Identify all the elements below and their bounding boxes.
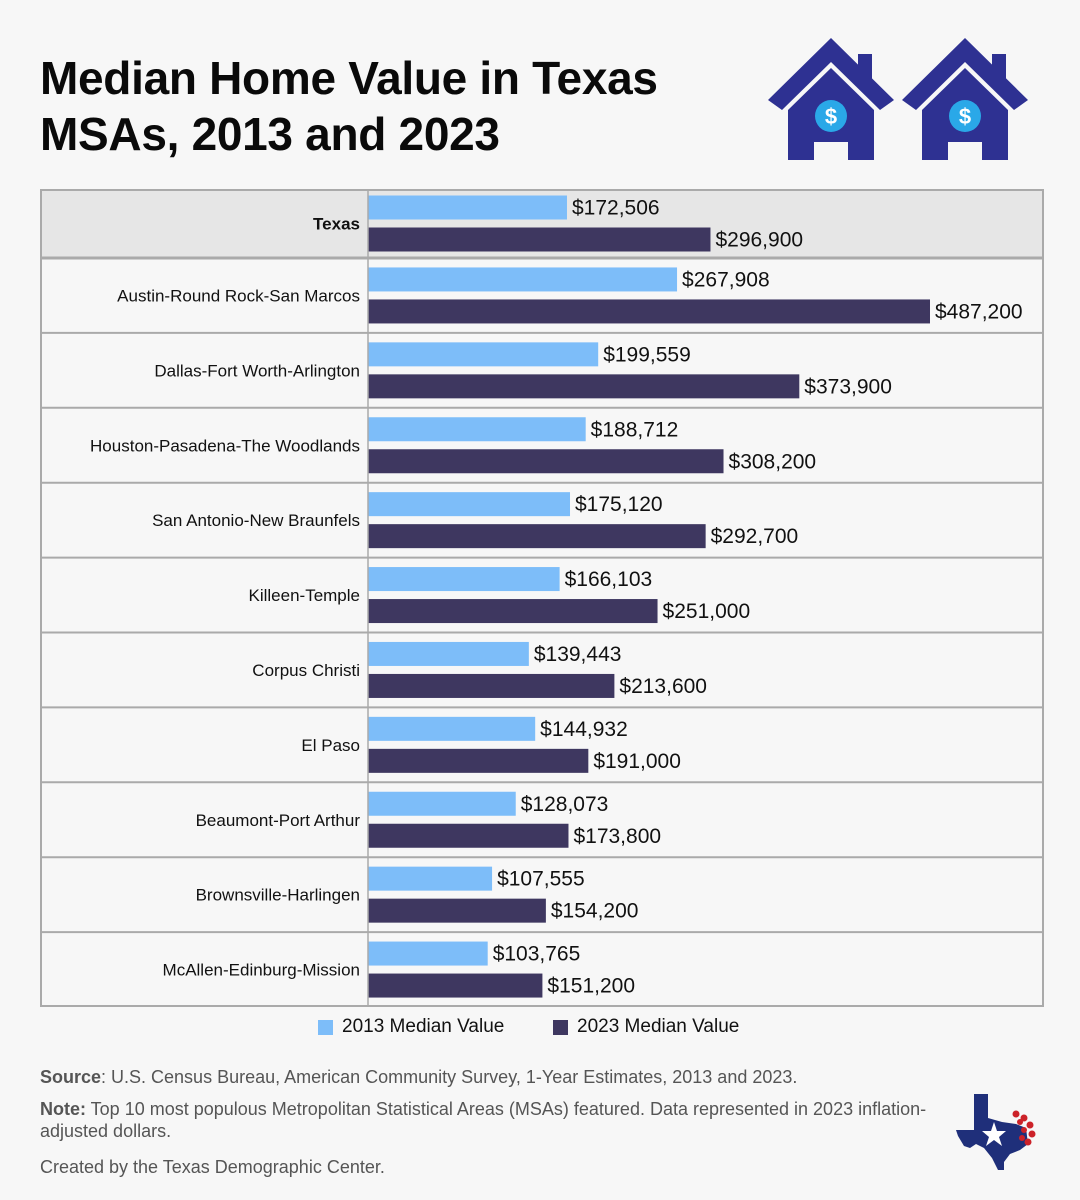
table-grid	[40, 189, 1044, 1007]
bar-2013-houston-pasadena-the-woodlands	[368, 417, 586, 442]
value-label-2023-texas: $296,900	[715, 229, 803, 252]
house-icons: $ $	[768, 38, 1028, 160]
value-label-2023-killeen-temple: $251,000	[663, 600, 751, 623]
bars	[368, 195, 930, 998]
note-text: Top 10 most populous Metropolitan Statis…	[40, 1099, 927, 1141]
dollar-sign: $	[959, 104, 971, 129]
category-label-corpus-christi: Corpus Christi	[252, 661, 360, 680]
value-label-2023-san-antonio-new-braunfels: $292,700	[711, 525, 799, 548]
bar-2023-dallas-fort-worth-arlington	[368, 374, 800, 399]
bar-2013-killeen-temple	[368, 567, 560, 592]
legend-item-2013: 2013 Median Value	[318, 1016, 504, 1038]
credit-line: Created by the Texas Demographic Center.	[40, 1157, 385, 1177]
value-label-2023-corpus-christi: $213,600	[619, 675, 707, 698]
bar-2013-austin-round-rock-san-marcos	[368, 267, 678, 292]
bar-2013-dallas-fort-worth-arlington	[368, 342, 599, 367]
house-dollar-icon: $	[902, 38, 1028, 160]
bar-2013-texas	[368, 195, 567, 220]
legend-label-2013: 2013 Median Value	[342, 1016, 505, 1037]
value-label-2013-el-paso: $144,932	[540, 718, 628, 741]
category-label-beaumont-port-arthur: Beaumont-Port Arthur	[196, 811, 361, 830]
methodology-note: Note: Top 10 most populous Metropolitan …	[40, 1098, 940, 1142]
value-label-2013-houston-pasadena-the-woodlands: $188,712	[591, 418, 679, 441]
value-label-2023-austin-round-rock-san-marcos: $487,200	[935, 300, 1023, 323]
star-icon	[982, 1122, 1006, 1146]
source-label: Source	[40, 1067, 102, 1087]
category-labels: Texas Austin-Round Rock-San Marcos Dallas-…	[90, 215, 360, 980]
category-label-texas: Texas	[313, 215, 360, 234]
value-label-2023-dallas-fort-worth-arlington: $373,900	[804, 375, 892, 398]
value-label-2013-dallas-fort-worth-arlington: $199,559	[603, 343, 691, 366]
dollar-coin	[949, 100, 981, 132]
category-label-san-antonio-new-braunfels: San Antonio-New Braunfels	[152, 511, 360, 530]
legend-swatch-2023	[553, 1019, 568, 1035]
value-label-2013-austin-round-rock-san-marcos: $267,908	[682, 268, 770, 291]
bar-2023-san-antonio-new-braunfels	[368, 524, 706, 549]
value-label-2023-houston-pasadena-the-woodlands: $308,200	[729, 450, 817, 473]
bar-2023-el-paso	[368, 748, 589, 773]
value-label-2023-beaumont-port-arthur: $173,800	[573, 825, 661, 848]
house-roof	[768, 38, 894, 110]
bar-2013-corpus-christi	[368, 641, 529, 666]
value-label-2023-mcallen-edinburg-mission: $151,200	[547, 975, 635, 998]
value-label-2013-san-antonio-new-braunfels: $175,120	[575, 493, 663, 516]
bar-2023-mcallen-edinburg-mission	[368, 973, 543, 998]
dollar-sign: $	[825, 104, 837, 129]
source-text: : U.S. Census Bureau, American Community…	[101, 1067, 798, 1087]
house-chimney	[992, 54, 1006, 84]
house-roof	[902, 38, 1028, 110]
bar-2013-el-paso	[368, 716, 536, 741]
value-labels: $172,506 $296,900 $267,908 $487,200 $199,559…	[493, 197, 1023, 998]
note-label: Note:	[40, 1099, 86, 1119]
dollar-coin	[815, 100, 847, 132]
value-label-2013-brownsville-harlingen: $107,555	[497, 868, 585, 891]
legend-label-2023: 2023 Median Value	[577, 1016, 740, 1037]
value-label-2023-brownsville-harlingen: $154,200	[551, 900, 639, 923]
category-label-mcallen-edinburg-mission: McAllen-Edinburg-Mission	[163, 961, 360, 980]
house-chimney	[858, 54, 872, 84]
house-dollar-icon: $	[768, 38, 894, 160]
people-dots-icon	[1012, 1110, 1036, 1146]
value-label-2013-texas: $172,506	[572, 197, 660, 220]
texas-demographic-center-logo	[956, 1094, 1036, 1170]
legend-swatch-2013	[318, 1019, 333, 1035]
bar-2023-houston-pasadena-the-woodlands	[368, 449, 724, 474]
category-label-dallas-fort-worth-arlington: Dallas-Fort Worth-Arlington	[154, 361, 360, 380]
value-label-2023-el-paso: $191,000	[593, 750, 681, 773]
source-note: Source: U.S. Census Bureau, American Com…	[40, 1066, 1000, 1088]
category-label-el-paso: El Paso	[301, 736, 360, 755]
bar-2023-beaumont-port-arthur	[368, 823, 569, 848]
bar-2023-texas	[368, 227, 711, 252]
bar-2023-corpus-christi	[368, 673, 615, 698]
bar-2023-austin-round-rock-san-marcos	[368, 299, 930, 324]
legend-item-2023: 2023 Median Value	[553, 1016, 739, 1038]
category-label-killeen-temple: Killeen-Temple	[249, 586, 361, 605]
table-border	[40, 189, 1044, 1007]
value-label-2013-killeen-temple: $166,103	[565, 568, 653, 591]
bar-2023-brownsville-harlingen	[368, 898, 546, 923]
value-label-2013-beaumont-port-arthur: $128,073	[521, 793, 609, 816]
bar-2013-san-antonio-new-braunfels	[368, 492, 571, 517]
bar-2023-killeen-temple	[368, 599, 658, 624]
category-label-brownsville-harlingen: Brownsville-Harlingen	[196, 886, 360, 905]
bar-chart: Texas Austin-Round Rock-San Marcos Dallas-…	[40, 189, 1044, 1007]
category-label-austin-round-rock-san-marcos: Austin-Round Rock-San Marcos	[117, 286, 360, 305]
value-label-2013-mcallen-edinburg-mission: $103,765	[493, 943, 581, 966]
bar-2013-mcallen-edinburg-mission	[368, 941, 488, 966]
legend: 2013 Median Value 2023 Median Value	[0, 1016, 1080, 1046]
category-label-houston-pasadena-the-woodlands: Houston-Pasadena-The Woodlands	[90, 436, 360, 455]
chart-title: Median Home Value in Texas MSAs, 2013 an…	[40, 52, 658, 160]
bar-2013-beaumont-port-arthur	[368, 791, 516, 816]
bar-2013-brownsville-harlingen	[368, 866, 493, 891]
value-label-2013-corpus-christi: $139,443	[534, 643, 622, 666]
